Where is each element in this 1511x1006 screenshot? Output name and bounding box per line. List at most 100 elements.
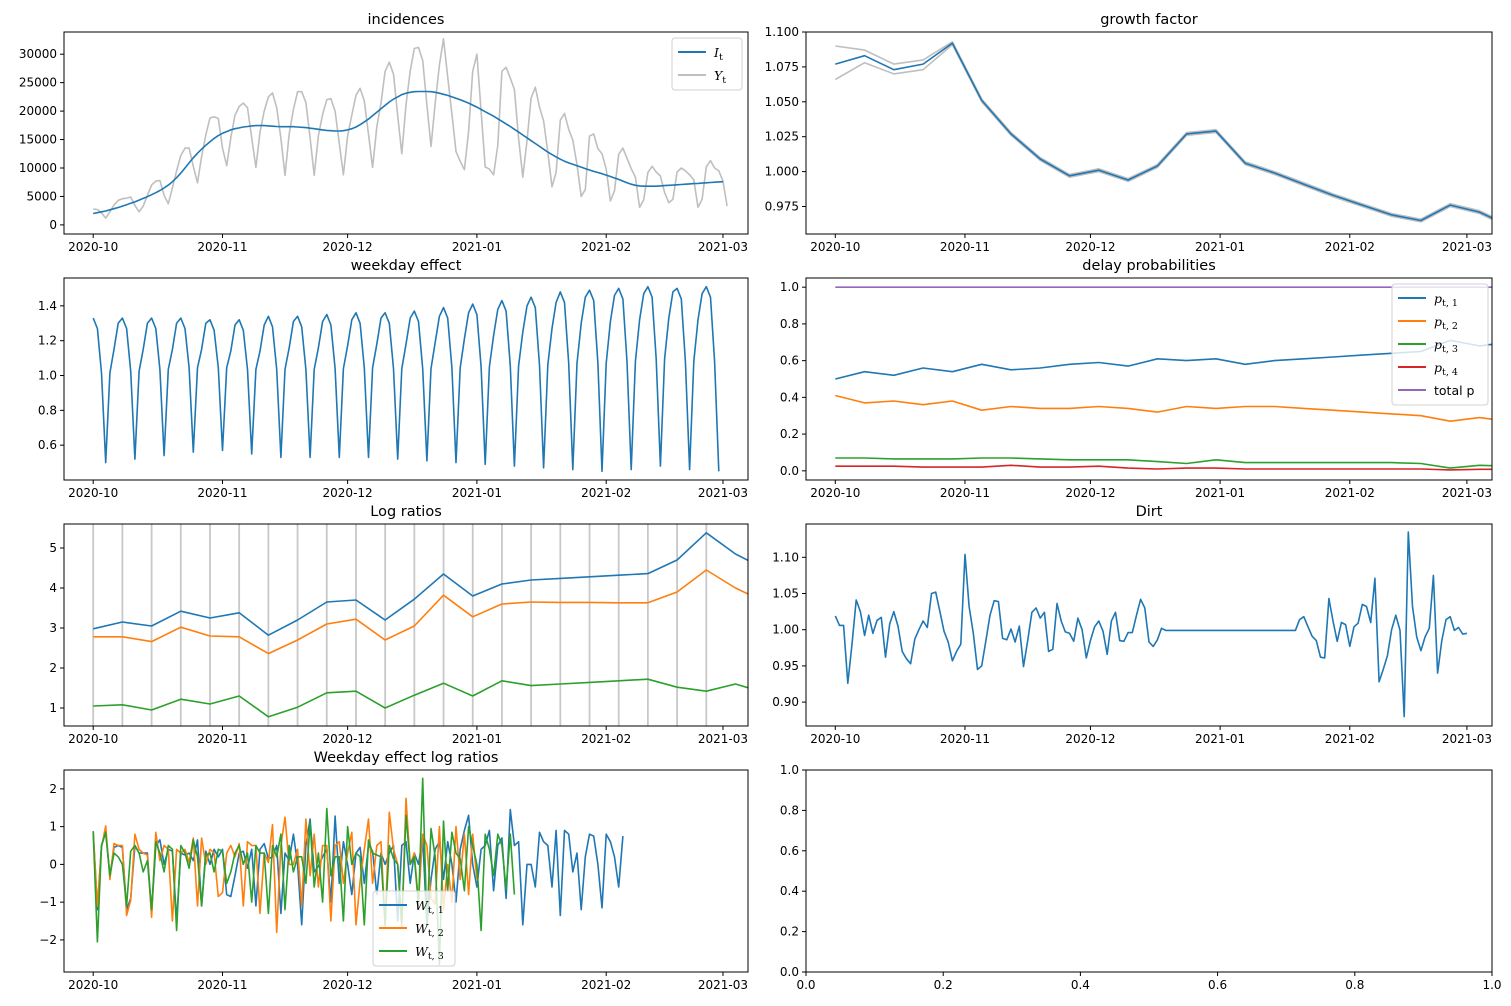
x-tick-label: 2020-11 bbox=[940, 240, 990, 254]
series-line-i-t bbox=[93, 90, 724, 215]
axes-frame bbox=[805, 31, 1493, 235]
x-tick-label: 0.6 bbox=[1208, 978, 1227, 992]
legend-label: total p bbox=[1434, 383, 1475, 398]
y-tick-label: 2 bbox=[49, 661, 57, 675]
y-tick-label: 15000 bbox=[19, 133, 57, 147]
x-tick-label: 2021-02 bbox=[1325, 240, 1375, 254]
chart-title: Weekday effect log ratios bbox=[314, 750, 499, 766]
y-tick-label: 1.05 bbox=[772, 587, 799, 601]
y-tick-label: 0.95 bbox=[772, 659, 799, 673]
y-tick-label: 0.6 bbox=[780, 844, 799, 858]
x-tick-label: 2020-11 bbox=[940, 486, 990, 500]
x-tick-label: 2020-10 bbox=[810, 732, 860, 746]
axes-frame bbox=[63, 769, 749, 973]
x-tick-label: 1.0 bbox=[1482, 978, 1501, 992]
x-tick-label: 2021-02 bbox=[581, 978, 631, 992]
x-tick-label: 2020-12 bbox=[323, 486, 373, 500]
chart-title: growth factor bbox=[1100, 12, 1198, 28]
x-tick-label: 2020-12 bbox=[1065, 732, 1115, 746]
subplot-log-ratios: Log ratios 2020-10 2020-11 2020-12 2021-01 20… bbox=[49, 504, 749, 746]
subplot-incidences: incidences 2020-10 2020-11 2020-12 2021-01 20… bbox=[19, 12, 749, 254]
series-line-upper bbox=[835, 41, 1492, 220]
x-tick-label: 2020-10 bbox=[68, 486, 118, 500]
subplot-empty-axes: 0.0 0.2 0.4 0.6 0.8 1.0 0.0 0.2 0.4 0.6 0.8 1.0 bbox=[780, 763, 1502, 992]
y-tick-label: 1.025 bbox=[765, 130, 799, 144]
x-tick-label: 2021-01 bbox=[1195, 486, 1245, 500]
y-tick-label: 0.4 bbox=[780, 390, 799, 404]
subplot-growth-factor: growth factor 2020-10 2020-11 2020-12 2021-0… bbox=[765, 12, 1493, 254]
y-tick-label: 1 bbox=[49, 701, 57, 715]
x-tick-label: 2021-01 bbox=[1195, 240, 1245, 254]
x-tick-label: 2021-01 bbox=[452, 732, 502, 746]
chart-title: incidences bbox=[368, 12, 445, 28]
x-tick-label: 0.0 bbox=[796, 978, 815, 992]
y-tick-label: 5000 bbox=[26, 189, 57, 203]
x-tick-label: 2021-02 bbox=[581, 732, 631, 746]
y-tick-label: 3 bbox=[49, 621, 57, 635]
x-tick-label: 2021-01 bbox=[452, 240, 502, 254]
x-tick-label: 0.8 bbox=[1345, 978, 1364, 992]
legend-box bbox=[372, 890, 456, 967]
series-line-w-t-2 bbox=[92, 797, 478, 934]
x-tick-label: 2021-03 bbox=[698, 240, 748, 254]
x-tick-label: 2020-12 bbox=[323, 240, 373, 254]
y-tick-label: 0 bbox=[49, 857, 57, 871]
y-tick-label: 0.8 bbox=[780, 317, 799, 331]
subplot-weekday-effect: weekday effect 2020-10 2020-11 2020-12 2021-… bbox=[38, 258, 749, 500]
y-tick-label: 0.6 bbox=[38, 438, 57, 452]
y-tick-label: 1.00 bbox=[772, 623, 799, 637]
y-tick-label: 4 bbox=[49, 581, 57, 595]
x-tick-label: 2021-03 bbox=[1442, 732, 1492, 746]
chart-title: Log ratios bbox=[370, 504, 442, 520]
series-line-lower bbox=[834, 43, 1492, 223]
x-tick-label: 2020-12 bbox=[1065, 240, 1115, 254]
y-tick-label: 1.0 bbox=[38, 369, 57, 383]
x-tick-label: 2021-01 bbox=[1195, 732, 1245, 746]
y-tick-label: −1 bbox=[39, 895, 57, 909]
x-tick-label: 2021-01 bbox=[452, 978, 502, 992]
y-tick-label: 1 bbox=[49, 820, 57, 834]
x-tick-label: 2020-11 bbox=[940, 732, 990, 746]
axes-frame bbox=[805, 769, 1493, 973]
x-tick-label: 2020-12 bbox=[323, 732, 373, 746]
x-tick-label: 2020-11 bbox=[197, 240, 247, 254]
x-tick-label: 2020-10 bbox=[810, 240, 860, 254]
x-tick-label: 2021-02 bbox=[1325, 486, 1375, 500]
x-tick-label: 2021-03 bbox=[698, 978, 748, 992]
series-line-dirt bbox=[834, 531, 1468, 718]
x-tick-label: 2020-11 bbox=[197, 486, 247, 500]
y-tick-label: 0.6 bbox=[780, 354, 799, 368]
legend-label: It bbox=[713, 45, 723, 63]
axes-frame bbox=[63, 523, 749, 727]
x-tick-label: 2021-02 bbox=[581, 240, 631, 254]
x-tick-label: 0.2 bbox=[934, 978, 953, 992]
y-tick-label: 25000 bbox=[19, 76, 57, 90]
series-line-y-t bbox=[93, 38, 728, 219]
chart-title: weekday effect bbox=[351, 258, 462, 274]
legend-box bbox=[1391, 283, 1489, 406]
y-tick-label: 1.2 bbox=[38, 334, 57, 348]
series-line-mean bbox=[835, 42, 1492, 222]
y-tick-label: 5 bbox=[49, 541, 57, 555]
chart-title: delay probabilities bbox=[1082, 258, 1216, 274]
series-line-log-ratio-2 bbox=[93, 569, 748, 655]
series-line-p-t-3 bbox=[835, 457, 1492, 469]
axes-frame bbox=[805, 523, 1493, 727]
y-tick-label: 0.90 bbox=[772, 695, 799, 709]
y-tick-label: 1.100 bbox=[765, 25, 799, 39]
y-tick-label: 1.050 bbox=[765, 95, 799, 109]
x-tick-label: 2020-10 bbox=[810, 486, 860, 500]
y-tick-label: 1.10 bbox=[772, 550, 799, 564]
y-tick-label: 0.2 bbox=[780, 427, 799, 441]
subplot-weekday-effect-log-ratios: Weekday effect log ratios 2020-10 2020-11 2… bbox=[39, 750, 749, 992]
y-tick-label: −2 bbox=[39, 933, 57, 947]
series-line-log-ratio-3 bbox=[93, 678, 748, 718]
series-line-log-ratio-1 bbox=[93, 532, 748, 636]
x-tick-label: 2020-12 bbox=[323, 978, 373, 992]
y-tick-label: 1.000 bbox=[765, 165, 799, 179]
y-tick-label: 10000 bbox=[19, 161, 57, 175]
series-line-p-t-2 bbox=[835, 394, 1492, 422]
x-tick-label: 2021-03 bbox=[1442, 240, 1492, 254]
